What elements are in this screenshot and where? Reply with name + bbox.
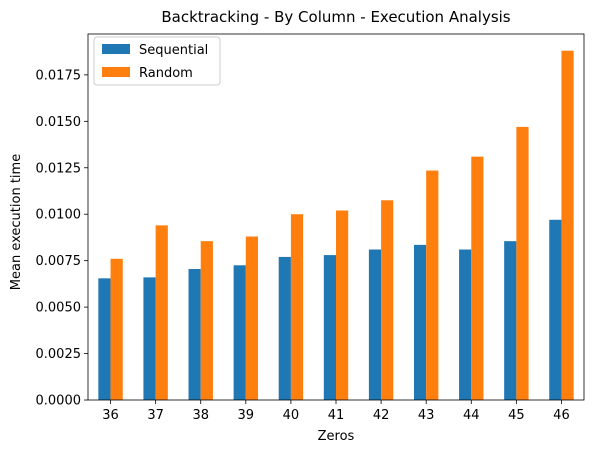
x-tick-label: 39 [238,408,255,423]
y-tick-label: 0.0150 [36,115,82,130]
bar-sequential-41 [323,255,336,400]
bar-random-43 [426,170,439,400]
legend: Sequential Random [93,36,221,86]
bar-sequential-39 [233,265,246,400]
bar-sequential-42 [368,249,382,400]
x-tick-label: 42 [373,408,390,423]
y-tick-label: 0.0125 [36,161,82,176]
x-tick-label: 46 [553,408,570,423]
bar-random-41 [336,210,349,400]
bar-sequential-38 [188,269,201,400]
y-tick-label: 0.0075 [36,254,82,269]
bar-sequential-44 [459,249,472,400]
y-axis-label: Mean execution time [9,154,24,290]
y-tick-label: 0.0000 [36,394,82,409]
bar-random-36 [110,258,123,400]
legend-swatch-random [102,67,130,77]
bar-random-37 [155,225,168,400]
x-axis-ticks: 36 37 38 39 40 41 42 43 44 45 46 [102,400,570,423]
bar-sequential-40 [278,256,291,400]
bar-random-44 [471,156,484,400]
x-tick-label: 40 [283,408,300,423]
bar-sequential-43 [413,244,427,400]
bar-random-46 [561,50,574,400]
bar-sequential-36 [98,278,111,400]
bar-random-42 [381,200,394,400]
x-tick-label: 37 [147,408,164,423]
legend-label-sequential: Sequential [139,43,208,58]
y-axis-ticks: 0.0000 0.0025 0.0050 0.0075 0.0100 0.0125 0.01… [36,68,88,409]
bar-sequential-37 [143,277,156,400]
bar-random-38 [200,241,213,400]
x-tick-label: 44 [463,408,480,423]
bar-random-40 [290,214,304,400]
x-tick-label: 43 [418,408,435,423]
legend-label-random: Random [139,66,193,81]
y-tick-label: 0.0025 [36,347,82,362]
y-tick-label: 0.0175 [36,68,82,83]
plot-area [87,33,585,401]
y-tick-label: 0.0100 [36,208,82,223]
bar-sequential-45 [504,241,517,400]
bar-random-45 [516,126,529,400]
x-tick-label: 38 [192,408,209,423]
bar-random-39 [245,236,259,400]
x-tick-label: 36 [102,408,119,423]
x-axis-label: Zeros [318,429,355,444]
x-tick-label: 41 [328,408,345,423]
bar-sequential-46 [549,219,562,400]
chart-title: Backtracking - By Column - Execution Ana… [161,8,510,26]
x-tick-label: 45 [508,408,525,423]
y-tick-label: 0.0050 [36,301,82,316]
legend-swatch-sequential [102,44,130,54]
